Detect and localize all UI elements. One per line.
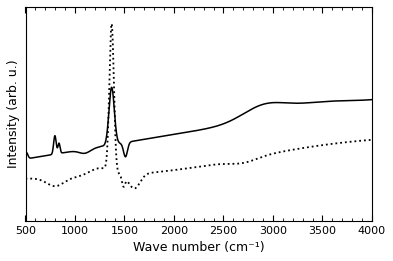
Y-axis label: Intensity (arb. u.): Intensity (arb. u.) bbox=[7, 60, 20, 168]
X-axis label: Wave number (cm⁻¹): Wave number (cm⁻¹) bbox=[133, 241, 264, 254]
